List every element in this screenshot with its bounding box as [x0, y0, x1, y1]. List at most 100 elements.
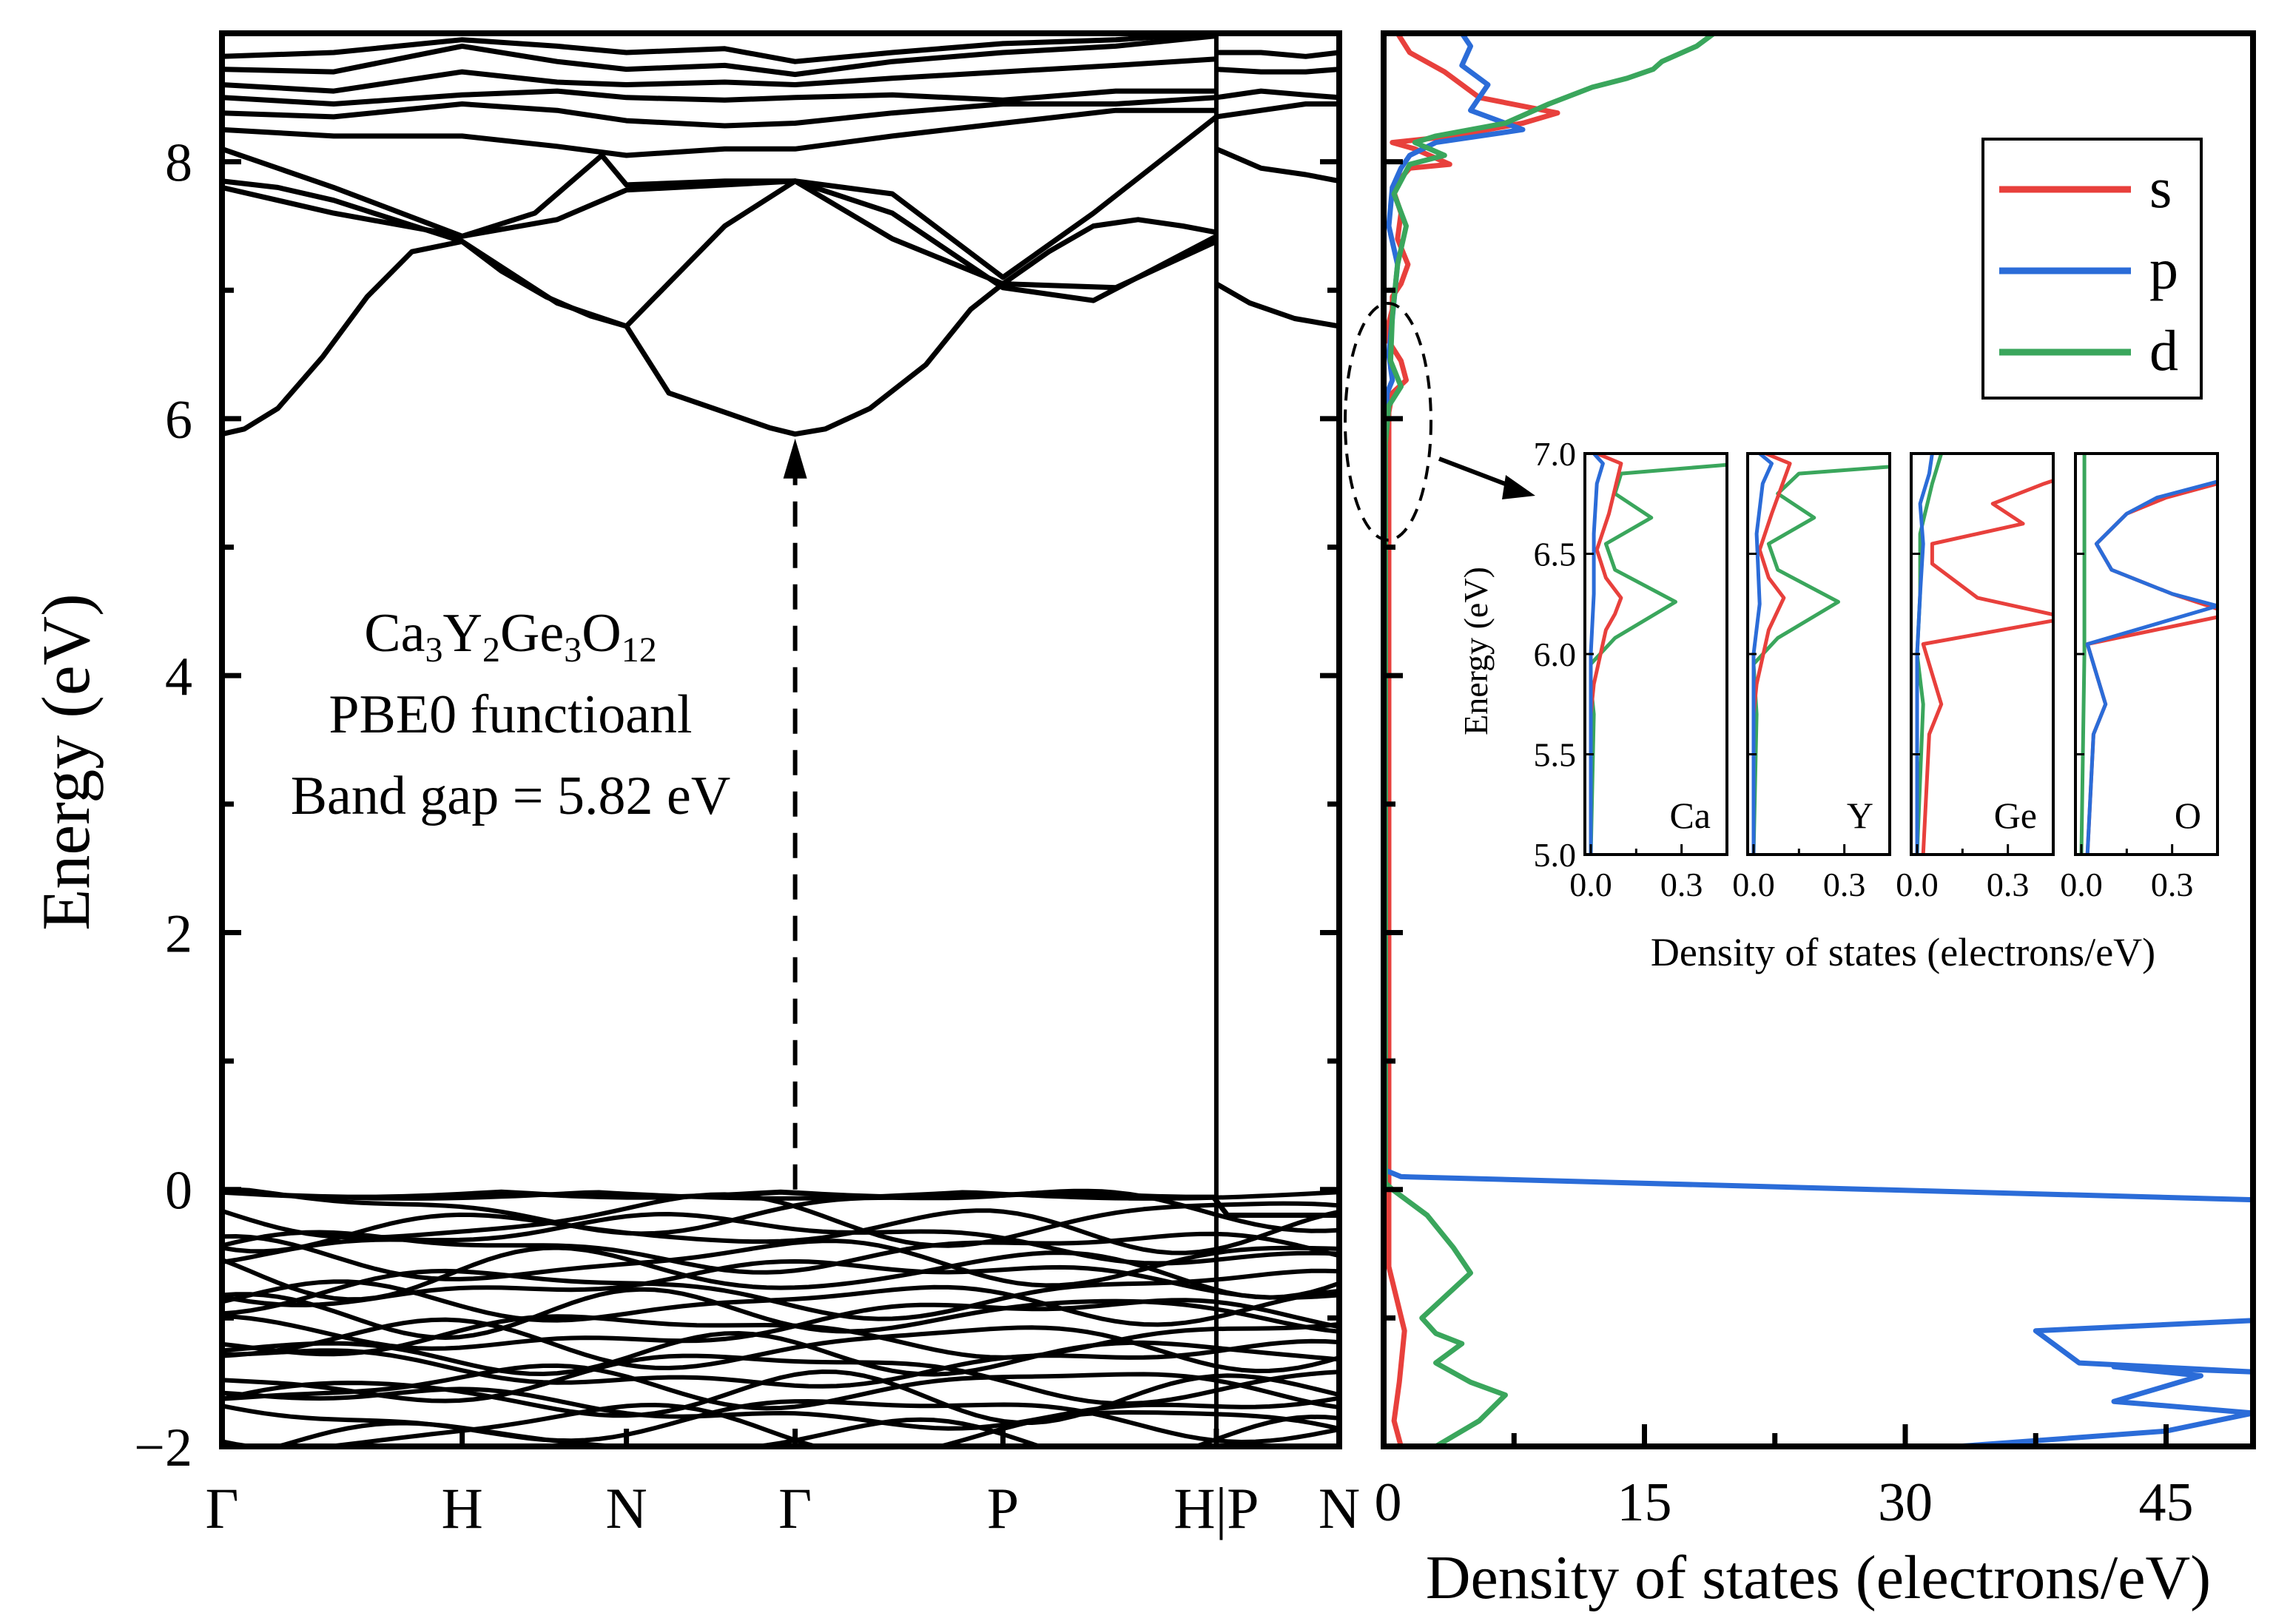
k-point-label: H|P	[1173, 1476, 1259, 1540]
conduction-band-line	[460, 217, 1217, 437]
band-structure-panel: −2 0 2 4 6 8 Energy (eV) Γ H N Γ P H|P N Ca3Y2Ge3O12 PB…	[28, 30, 1360, 1540]
inset-y-tick-label: 6.5	[1534, 536, 1577, 573]
k-point-label: H	[441, 1476, 482, 1540]
y-tick-label: −2	[134, 1418, 192, 1478]
valence-band-top-line	[222, 1189, 1339, 1218]
conduction-band-line	[1216, 67, 1339, 75]
valence-band-line	[222, 1268, 1339, 1321]
valence-band-line	[222, 1331, 1339, 1377]
valence-band-line	[222, 1192, 1339, 1248]
valence-band-line	[222, 1208, 1339, 1256]
compound-formula: Ca3Y2Ge3O12	[364, 603, 656, 670]
y-tick-label: 6	[165, 390, 192, 451]
inset-lines-y	[1751, 454, 1890, 855]
valence-band-line	[269, 1415, 1339, 1446]
valence-band-line	[222, 1279, 1339, 1327]
inset-x-tick-label: 0.3	[1987, 866, 2030, 903]
valence-band-line	[222, 1234, 1339, 1288]
valence-band-line	[222, 1387, 1339, 1431]
dos-x-tick-label: 45	[2139, 1472, 2194, 1533]
dos-line-d	[1384, 33, 1716, 1446]
dos-x-tick-label: 30	[1878, 1472, 1933, 1533]
inset-panel-label: Ge	[1994, 795, 2037, 836]
inset-pointer-arrowhead	[1502, 475, 1535, 499]
k-point-label: Γ	[205, 1476, 238, 1540]
dos-x-tick-label: 0	[1375, 1472, 1402, 1533]
inset-lines-o	[2079, 454, 2218, 855]
conduction-band-line	[222, 88, 1216, 107]
conduction-band-line	[1216, 50, 1339, 59]
inset-line-d	[1751, 465, 1890, 855]
valence-band-line	[222, 1317, 1339, 1373]
conduction-band-line	[222, 178, 1218, 329]
inset-pdos-panel: 0.0 0.3 Ca 0.0 0.3 Y 0.0 0.3 Ge 0.0 0.3 O 5.0 5.5 6.0 6…	[1457, 435, 2219, 974]
inset-lines-ca	[1589, 454, 1727, 855]
y-tick-label: 2	[165, 903, 192, 964]
inset-x-tick-label: 0.0	[1732, 866, 1775, 903]
conduction-band-line	[222, 33, 1217, 78]
inset-panel-label: O	[2175, 795, 2201, 836]
conduction-band-line	[1216, 88, 1339, 101]
dos-lines	[1384, 33, 2253, 1446]
dos-x-tick-label: 15	[1617, 1472, 1672, 1533]
k-point-label: Γ	[778, 1476, 812, 1540]
inset-y-tick-label: 6.0	[1534, 636, 1577, 673]
band-gap-arrowhead	[783, 438, 807, 479]
conduction-band-line	[1215, 281, 1339, 329]
y-axis-label: Energy (eV)	[28, 593, 104, 931]
conduction-band-line	[222, 95, 1217, 129]
valence-band-line	[222, 1338, 1339, 1389]
legend-label-s: s	[2149, 155, 2172, 220]
valence-band-line	[222, 1369, 1339, 1425]
conduction-band-line	[222, 56, 1217, 94]
conduction-band-line	[222, 33, 1217, 64]
valence-band-line	[222, 1230, 1339, 1275]
inset-line-p	[2085, 479, 2218, 855]
inset-pointer-line	[1438, 456, 1518, 491]
conduction-band-line	[222, 115, 1219, 280]
valence-band-line	[222, 1353, 1339, 1406]
dos-frame	[1381, 30, 2256, 1449]
conduction-band-line	[1215, 146, 1339, 184]
inset-y-axis-label: Energy (eV)	[1457, 567, 1495, 735]
band-lines	[222, 33, 1339, 1446]
inset-panel-label: Ca	[1669, 795, 1711, 836]
inset-x-tick-label: 0.0	[2060, 866, 2103, 903]
highlight-ellipse	[1344, 302, 1432, 542]
conduction-band-line	[222, 238, 463, 437]
inset-x-tick-label: 0.3	[1660, 866, 1703, 903]
inset-x-tick-label: 0.0	[1569, 866, 1612, 903]
k-point-label: N	[1319, 1476, 1360, 1540]
dos-panel: 0 15 30 45 Density of states (electrons/eV) s…	[1344, 30, 2256, 1612]
legend-label-d: d	[2149, 318, 2178, 383]
inset-line-s	[1589, 454, 1623, 855]
valence-band-line	[222, 1298, 1339, 1351]
valence-band-line	[222, 1314, 1339, 1360]
inset-x-tick-label: 0.3	[2151, 866, 2194, 903]
band-frame	[219, 30, 1342, 1449]
band-gap-label: Band gap = 5.82 eV	[291, 766, 731, 826]
conduction-band-line	[1216, 101, 1339, 120]
y-tick-label: 4	[165, 647, 192, 707]
y-tick-label: 0	[165, 1161, 192, 1222]
inset-y-tick-label: 5.0	[1534, 836, 1577, 874]
inset-y-tick-label: 7.0	[1534, 435, 1577, 473]
conduction-band-line	[222, 178, 1218, 303]
dos-line-s	[1384, 33, 1560, 1446]
inset-line-d	[2079, 454, 2087, 855]
inset-panel-label: Y	[1847, 795, 1873, 836]
y-tick-label: 8	[165, 133, 192, 194]
method-label: PBE0 functioanl	[329, 684, 692, 745]
inset-lines-ge	[1915, 454, 2053, 855]
inset-y-tick-label: 5.5	[1534, 736, 1577, 774]
k-point-label: P	[987, 1476, 1019, 1540]
conduction-band-line	[222, 107, 1216, 158]
inset-x-tick-label: 0.0	[1896, 866, 1939, 903]
valence-band-line	[222, 1403, 1339, 1446]
k-point-label: N	[605, 1476, 647, 1540]
dos-x-axis-label: Density of states (electrons/eV)	[1426, 1543, 2211, 1612]
inset-line-d	[1589, 462, 1727, 855]
inset-x-tick-label: 0.3	[1823, 866, 1866, 903]
inset-line-s	[1921, 478, 2053, 855]
